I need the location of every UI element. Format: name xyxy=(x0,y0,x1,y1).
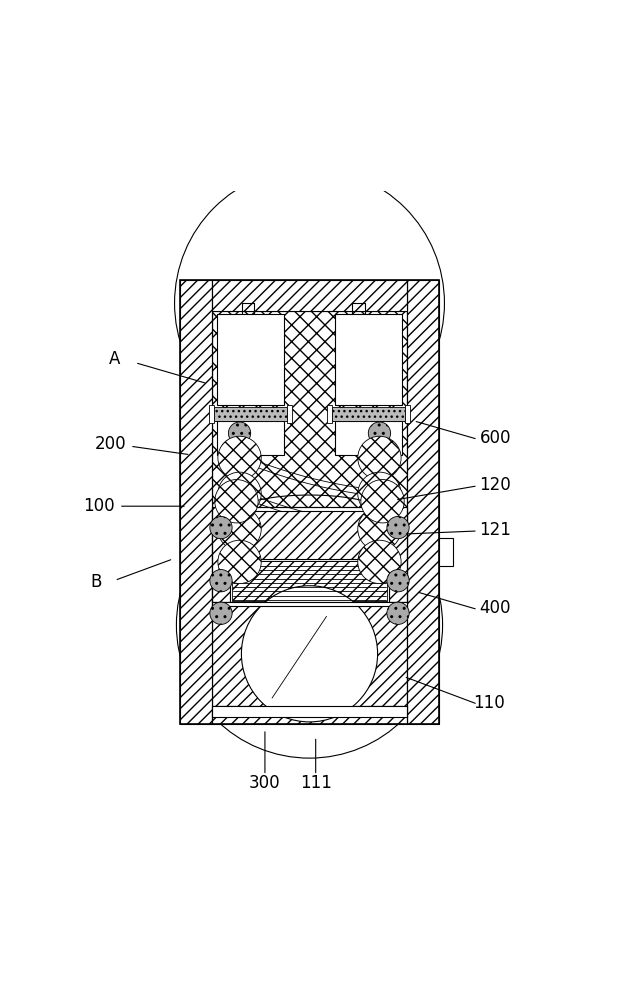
Bar xyxy=(212,706,407,717)
Text: 400: 400 xyxy=(480,599,511,617)
Text: B: B xyxy=(90,573,102,591)
Bar xyxy=(212,706,407,724)
Bar xyxy=(212,507,230,602)
Circle shape xyxy=(175,168,444,438)
Bar xyxy=(335,314,402,405)
Circle shape xyxy=(210,516,232,539)
Text: A: A xyxy=(109,350,120,368)
Bar xyxy=(405,405,410,423)
Bar xyxy=(332,407,405,421)
Bar xyxy=(212,507,407,602)
Text: 110: 110 xyxy=(473,694,505,712)
Circle shape xyxy=(176,492,443,758)
Bar xyxy=(212,311,407,507)
Circle shape xyxy=(210,570,232,592)
Bar xyxy=(212,602,407,606)
Text: 121: 121 xyxy=(479,521,511,539)
Bar xyxy=(389,507,407,602)
Bar xyxy=(335,421,402,455)
Bar xyxy=(287,405,292,423)
Text: 200: 200 xyxy=(94,435,126,453)
Bar xyxy=(407,280,439,724)
Circle shape xyxy=(218,540,261,584)
Bar xyxy=(232,561,387,601)
Bar xyxy=(212,602,407,706)
Circle shape xyxy=(228,422,251,444)
Text: 100: 100 xyxy=(83,497,115,515)
Circle shape xyxy=(218,436,261,480)
Circle shape xyxy=(387,602,409,624)
Text: 120: 120 xyxy=(479,476,511,494)
Circle shape xyxy=(210,602,232,624)
Circle shape xyxy=(368,422,391,444)
Text: 111: 111 xyxy=(300,774,332,792)
Bar xyxy=(209,405,214,423)
Circle shape xyxy=(358,436,401,480)
Circle shape xyxy=(218,507,261,551)
Text: 600: 600 xyxy=(480,429,511,447)
Bar xyxy=(212,280,407,311)
Circle shape xyxy=(218,472,261,515)
Circle shape xyxy=(361,480,404,523)
Bar xyxy=(230,511,389,559)
Circle shape xyxy=(358,540,401,584)
Circle shape xyxy=(215,480,258,523)
Bar xyxy=(214,407,287,421)
Bar xyxy=(217,421,284,455)
Bar xyxy=(439,538,453,566)
Bar xyxy=(230,559,389,602)
Circle shape xyxy=(358,507,401,551)
Bar xyxy=(217,314,284,405)
Bar xyxy=(212,507,228,541)
Bar xyxy=(391,507,407,541)
Bar xyxy=(180,280,439,724)
Circle shape xyxy=(241,586,378,722)
Circle shape xyxy=(358,472,401,515)
Bar xyxy=(180,280,212,724)
Circle shape xyxy=(387,570,409,592)
Circle shape xyxy=(387,516,409,539)
Text: 300: 300 xyxy=(249,774,281,792)
Bar xyxy=(327,405,332,423)
